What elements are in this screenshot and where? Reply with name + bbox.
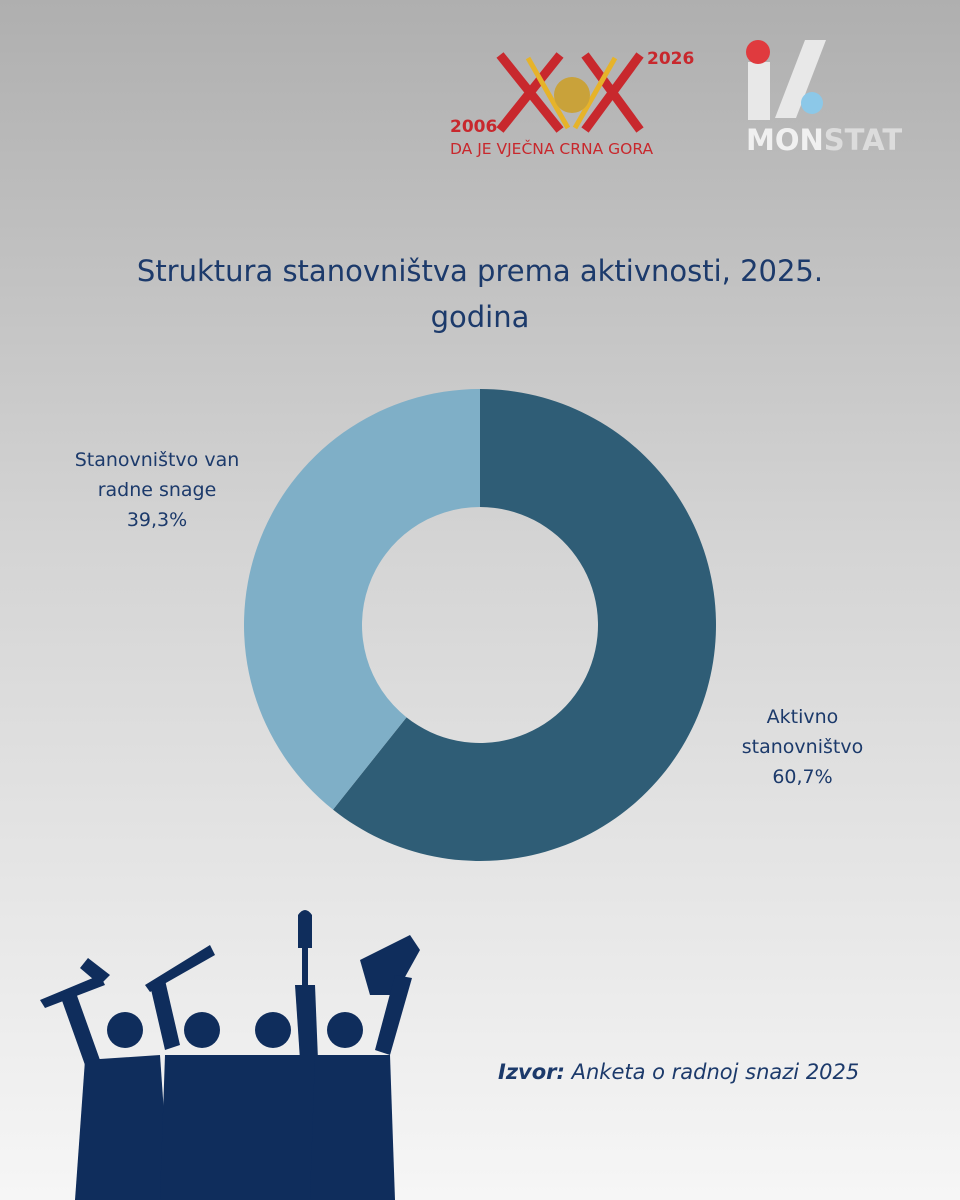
donut [244, 389, 717, 861]
monstat-text: MONSTAT [746, 123, 902, 157]
slice-label-value: 60,7% [772, 766, 833, 788]
slice-label-value: 39,3% [126, 509, 188, 531]
logo-year-start: 2006 [450, 117, 497, 137]
monstat-logo: MONSTAT [746, 40, 902, 157]
logo-motto: DA JE VJEČNA CRNA GORA [450, 139, 653, 158]
anniversary-logo: 2006 2026 DA JE VJEČNA CRNA GORA [450, 49, 694, 158]
slice-label: Stanovništvo van radne snage 39,3% [47, 445, 267, 535]
workers-illustration [40, 910, 420, 1200]
source: Izvor: Anketa o radnoj snazi 2025 [498, 1060, 859, 1084]
slice-label-name: Aktivno stanovništvo [741, 706, 864, 758]
source-text: Anketa o radnoj snazi 2025 [571, 1060, 860, 1084]
slice-label-name: Stanovništvo van radne snage [74, 449, 240, 501]
monstat-mon: MON [746, 123, 824, 157]
logo-year-end: 2026 [647, 49, 694, 69]
chart-title: Struktura stanovništva prema aktivnosti,… [136, 254, 824, 334]
donut-slice [333, 389, 717, 861]
donut-slice [244, 389, 480, 810]
source-label: Izvor: [498, 1060, 565, 1084]
monstat-stat: STAT [824, 123, 903, 157]
slice-label: Aktivno stanovništvo 60,7% [725, 702, 880, 792]
